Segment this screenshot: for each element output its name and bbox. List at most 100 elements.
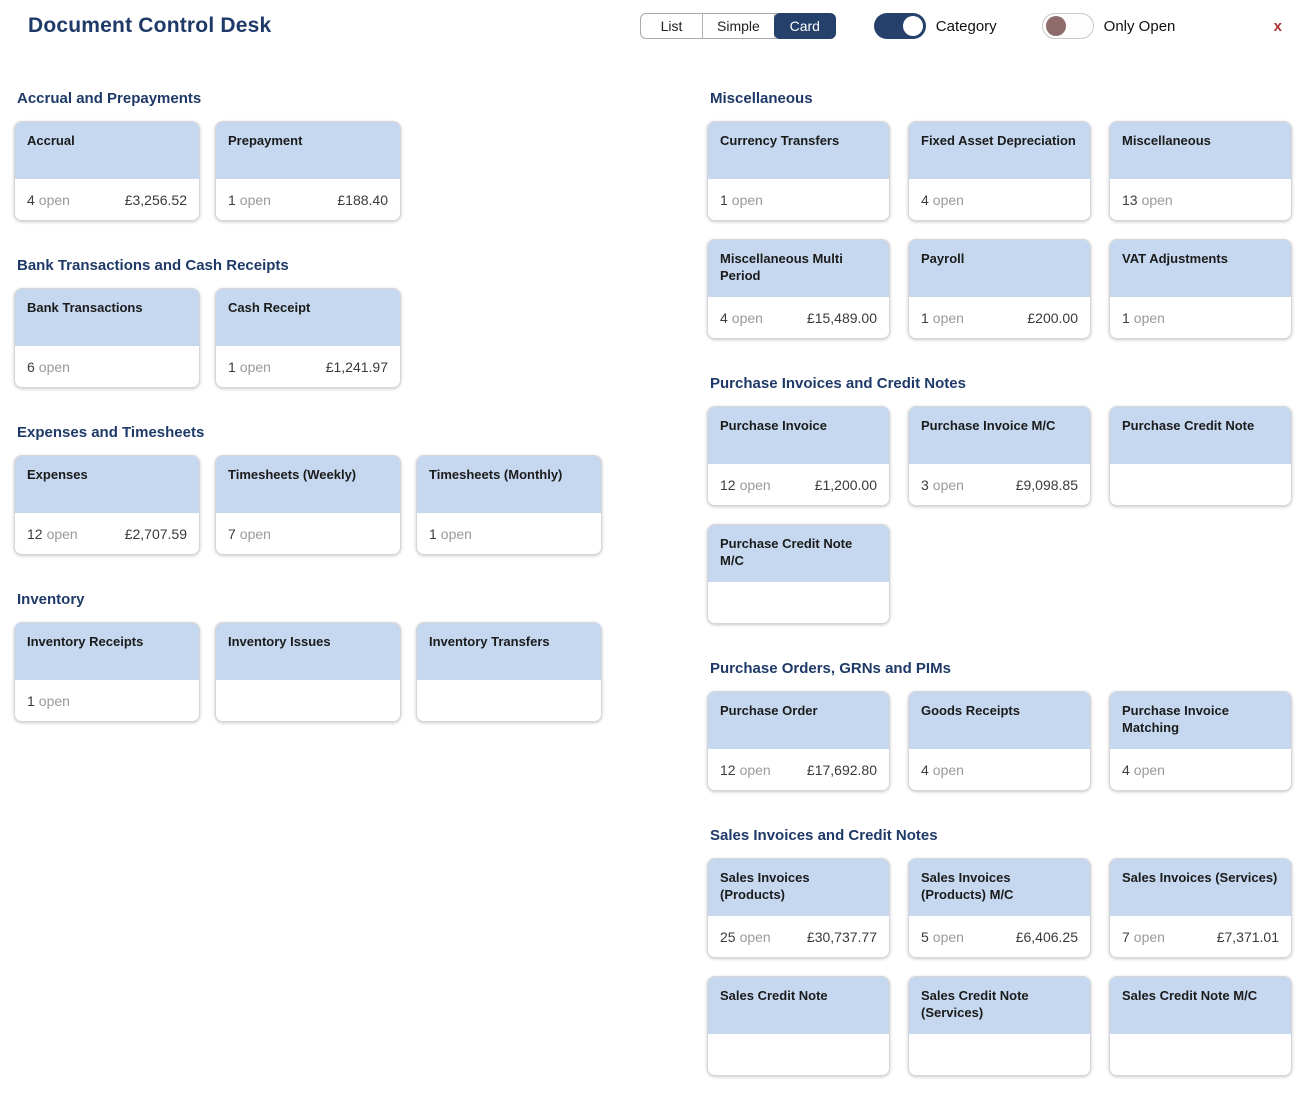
doc-card-header: Goods Receipts (909, 692, 1090, 749)
doc-card-title: Sales Invoices (Products) M/C (921, 870, 1014, 902)
doc-card[interactable]: Timesheets (Monthly) 1 open (416, 455, 602, 555)
open-count-label: open (932, 191, 964, 208)
open-amount: £200.00 (1027, 309, 1078, 326)
open-count-label: open (1133, 761, 1165, 778)
doc-card-title: Sales Credit Note M/C (1122, 988, 1258, 1003)
section-title: Inventory (17, 591, 85, 608)
toggle-knob (1045, 16, 1066, 36)
doc-card-header: Sales Invoices (Services) (1110, 859, 1291, 916)
doc-card-title: Inventory Receipts (27, 634, 144, 649)
doc-card[interactable]: Currency Transfers 1 open (707, 121, 890, 221)
open-count-number: 6 (27, 358, 35, 375)
doc-card-header: Purchase Invoice M/C (909, 407, 1090, 464)
doc-card[interactable]: Purchase Order 12 open £17,692.80 (707, 691, 890, 791)
category-section: Purchase Orders, GRNs and PIMs Purchase O… (707, 660, 1292, 791)
doc-card[interactable]: Goods Receipts 4 open (908, 691, 1091, 791)
doc-card-footer: 1 open £188.40 (216, 179, 400, 220)
doc-card[interactable]: Sales Credit Note (707, 976, 890, 1076)
open-count-number: 12 (720, 476, 736, 493)
doc-card-header: VAT Adjustments (1110, 240, 1291, 297)
doc-card-header: Miscellaneous (1110, 122, 1291, 179)
doc-card[interactable]: VAT Adjustments 1 open (1109, 239, 1292, 339)
doc-card[interactable]: Purchase Invoice Matching 4 open (1109, 691, 1292, 791)
only-open-toggle[interactable] (1041, 13, 1094, 39)
doc-card-title: Inventory Issues (228, 634, 331, 649)
doc-card[interactable]: Expenses 12 open £2,707.59 (14, 455, 200, 555)
open-count: 12 open (27, 526, 78, 542)
open-count-label: open (1133, 928, 1165, 945)
category-toggle[interactable] (873, 13, 926, 39)
doc-card-title: Miscellaneous (1122, 133, 1211, 148)
doc-card[interactable]: Inventory Receipts 1 open (14, 622, 200, 722)
open-count-number: 1 (1122, 309, 1130, 326)
open-count-label: open (239, 525, 271, 542)
doc-card-title: Expenses (27, 467, 88, 482)
doc-card-header: Inventory Receipts (15, 623, 199, 680)
open-count-number: 4 (921, 761, 929, 778)
topbar: Document Control Desk List Simple Card Cat… (0, 0, 1308, 40)
doc-card[interactable]: Inventory Issues (215, 622, 401, 722)
doc-card-header: Sales Credit Note M/C (1110, 977, 1291, 1034)
doc-card[interactable]: Timesheets (Weekly) 7 open (215, 455, 401, 555)
doc-card[interactable]: Sales Invoices (Services) 7 open £7,371.01 (1109, 858, 1292, 958)
doc-card[interactable]: Miscellaneous Multi Period 4 open £15,489.0… (707, 239, 890, 339)
open-count-label: open (932, 476, 964, 493)
doc-card-footer (417, 680, 601, 721)
doc-card[interactable]: Purchase Credit Note (1109, 406, 1292, 506)
doc-card[interactable]: Sales Invoices (Products) M/C 5 open £6,406… (908, 858, 1091, 958)
open-count-label: open (239, 191, 271, 208)
doc-card[interactable]: Sales Credit Note M/C (1109, 976, 1292, 1076)
doc-card-title: Purchase Invoice (720, 418, 827, 433)
doc-card[interactable]: Purchase Invoice 12 open £1,200.00 (707, 406, 890, 506)
view-option-simple[interactable]: Simple (703, 14, 775, 38)
doc-card-footer: 7 open (216, 513, 400, 554)
doc-card-title: Sales Invoices (Services) (1122, 870, 1278, 885)
doc-card[interactable]: Accrual 4 open £3,256.52 (14, 121, 200, 221)
doc-card[interactable]: Prepayment 1 open £188.40 (215, 121, 401, 221)
doc-card-header: Prepayment (216, 122, 400, 179)
doc-card[interactable]: Cash Receipt 1 open £1,241.97 (215, 288, 401, 388)
doc-card[interactable]: Purchase Invoice M/C 3 open £9,098.85 (908, 406, 1091, 506)
card-grid: Sales Invoices (Products) 25 open £30,737.7… (707, 858, 1292, 1076)
open-count-label: open (38, 358, 70, 375)
doc-card-footer: 1 open (1110, 297, 1291, 338)
section-title: Accrual and Prepayments (17, 90, 202, 107)
doc-card-header: Purchase Invoice (708, 407, 889, 464)
doc-card[interactable]: Payroll 1 open £200.00 (908, 239, 1091, 339)
open-count: 25 open (720, 929, 771, 945)
header-toggles: Category Only Open (836, 13, 1175, 39)
open-count-number: 25 (720, 928, 736, 945)
open-count-label: open (739, 476, 771, 493)
close-button[interactable]: x (1273, 17, 1282, 35)
doc-card-header: Purchase Credit Note M/C (708, 525, 889, 582)
doc-card[interactable]: Miscellaneous 13 open (1109, 121, 1292, 221)
doc-card[interactable]: Bank Transactions 6 open (14, 288, 200, 388)
open-count-number: 1 (921, 309, 929, 326)
doc-card[interactable]: Sales Credit Note (Services) (908, 976, 1091, 1076)
doc-card-header: Sales Credit Note (708, 977, 889, 1034)
open-count-number: 4 (921, 191, 929, 208)
open-amount: £30,737.77 (806, 928, 877, 945)
doc-card-footer: 4 open (909, 749, 1090, 790)
doc-card-footer: 12 open £1,200.00 (708, 464, 889, 505)
doc-card[interactable]: Purchase Credit Note M/C (707, 524, 890, 624)
view-option-card[interactable]: Card (773, 13, 836, 39)
view-option-list[interactable]: List (641, 14, 703, 38)
open-count-label: open (731, 309, 763, 326)
doc-card-title: VAT Adjustments (1122, 251, 1228, 266)
doc-card-title: Sales Credit Note (720, 988, 828, 1003)
doc-card[interactable]: Inventory Transfers (416, 622, 602, 722)
open-count-number: 4 (1122, 761, 1130, 778)
doc-card[interactable]: Sales Invoices (Products) 25 open £30,737.7… (707, 858, 890, 958)
open-count-label: open (739, 928, 771, 945)
open-count-number: 1 (429, 525, 437, 542)
open-count: 4 open (27, 192, 70, 208)
open-count: 4 open (720, 310, 763, 326)
doc-card-footer: 4 open (1110, 749, 1291, 790)
section-title: Expenses and Timesheets (17, 424, 205, 441)
doc-card[interactable]: Fixed Asset Depreciation 4 open (908, 121, 1091, 221)
open-count-label: open (239, 358, 271, 375)
open-count: 6 open (27, 359, 70, 375)
section-title: Purchase Invoices and Credit Notes (710, 375, 966, 392)
